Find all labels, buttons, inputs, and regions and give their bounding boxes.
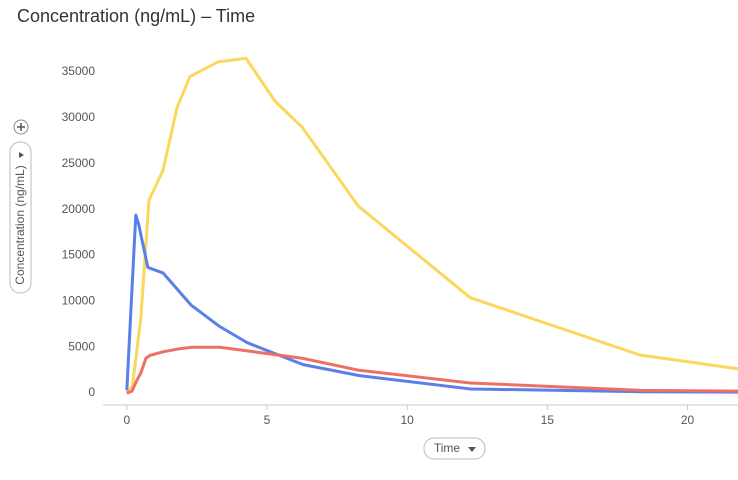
series-line (125, 213, 738, 394)
y-axis-label: Concentration (ng/mL) (13, 165, 27, 284)
x-axis-label: Time (434, 441, 461, 455)
x-tick-label: 10 (401, 413, 415, 427)
x-tick-label: 0 (123, 413, 130, 427)
y-tick-label: 20000 (62, 202, 96, 216)
series-line (126, 345, 738, 395)
y-tick-label: 10000 (62, 294, 96, 308)
series-line (125, 56, 738, 394)
plot-area (125, 56, 738, 395)
y-tick-label: 5000 (68, 339, 95, 353)
add-icon (17, 123, 25, 131)
y-tick-label: 15000 (62, 248, 96, 262)
dropdown-icon (468, 447, 476, 452)
x-axis-selector[interactable] (423, 437, 486, 460)
dropdown-icon (19, 152, 24, 158)
y-tick-label: 25000 (62, 156, 96, 170)
y-tick-label: 35000 (62, 64, 96, 78)
x-tick-label: 15 (541, 413, 555, 427)
x-tick-label: 20 (681, 413, 695, 427)
x-tick-label: 5 (264, 413, 271, 427)
chart-title: Concentration (ng/mL) – Time (17, 6, 255, 26)
y-tick-label: 30000 (62, 110, 96, 124)
y-axis-selector[interactable] (9, 141, 32, 294)
y-tick-label: 0 (88, 385, 95, 399)
